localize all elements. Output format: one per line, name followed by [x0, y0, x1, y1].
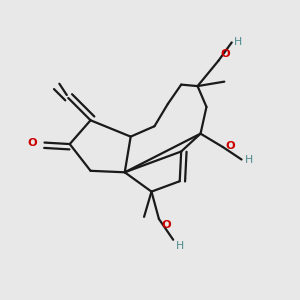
Text: H: H [176, 241, 184, 251]
Text: H: H [244, 154, 253, 164]
Text: H: H [234, 38, 242, 47]
Text: O: O [226, 140, 236, 151]
Text: O: O [161, 220, 171, 230]
Text: O: O [27, 138, 37, 148]
Text: O: O [221, 49, 230, 59]
